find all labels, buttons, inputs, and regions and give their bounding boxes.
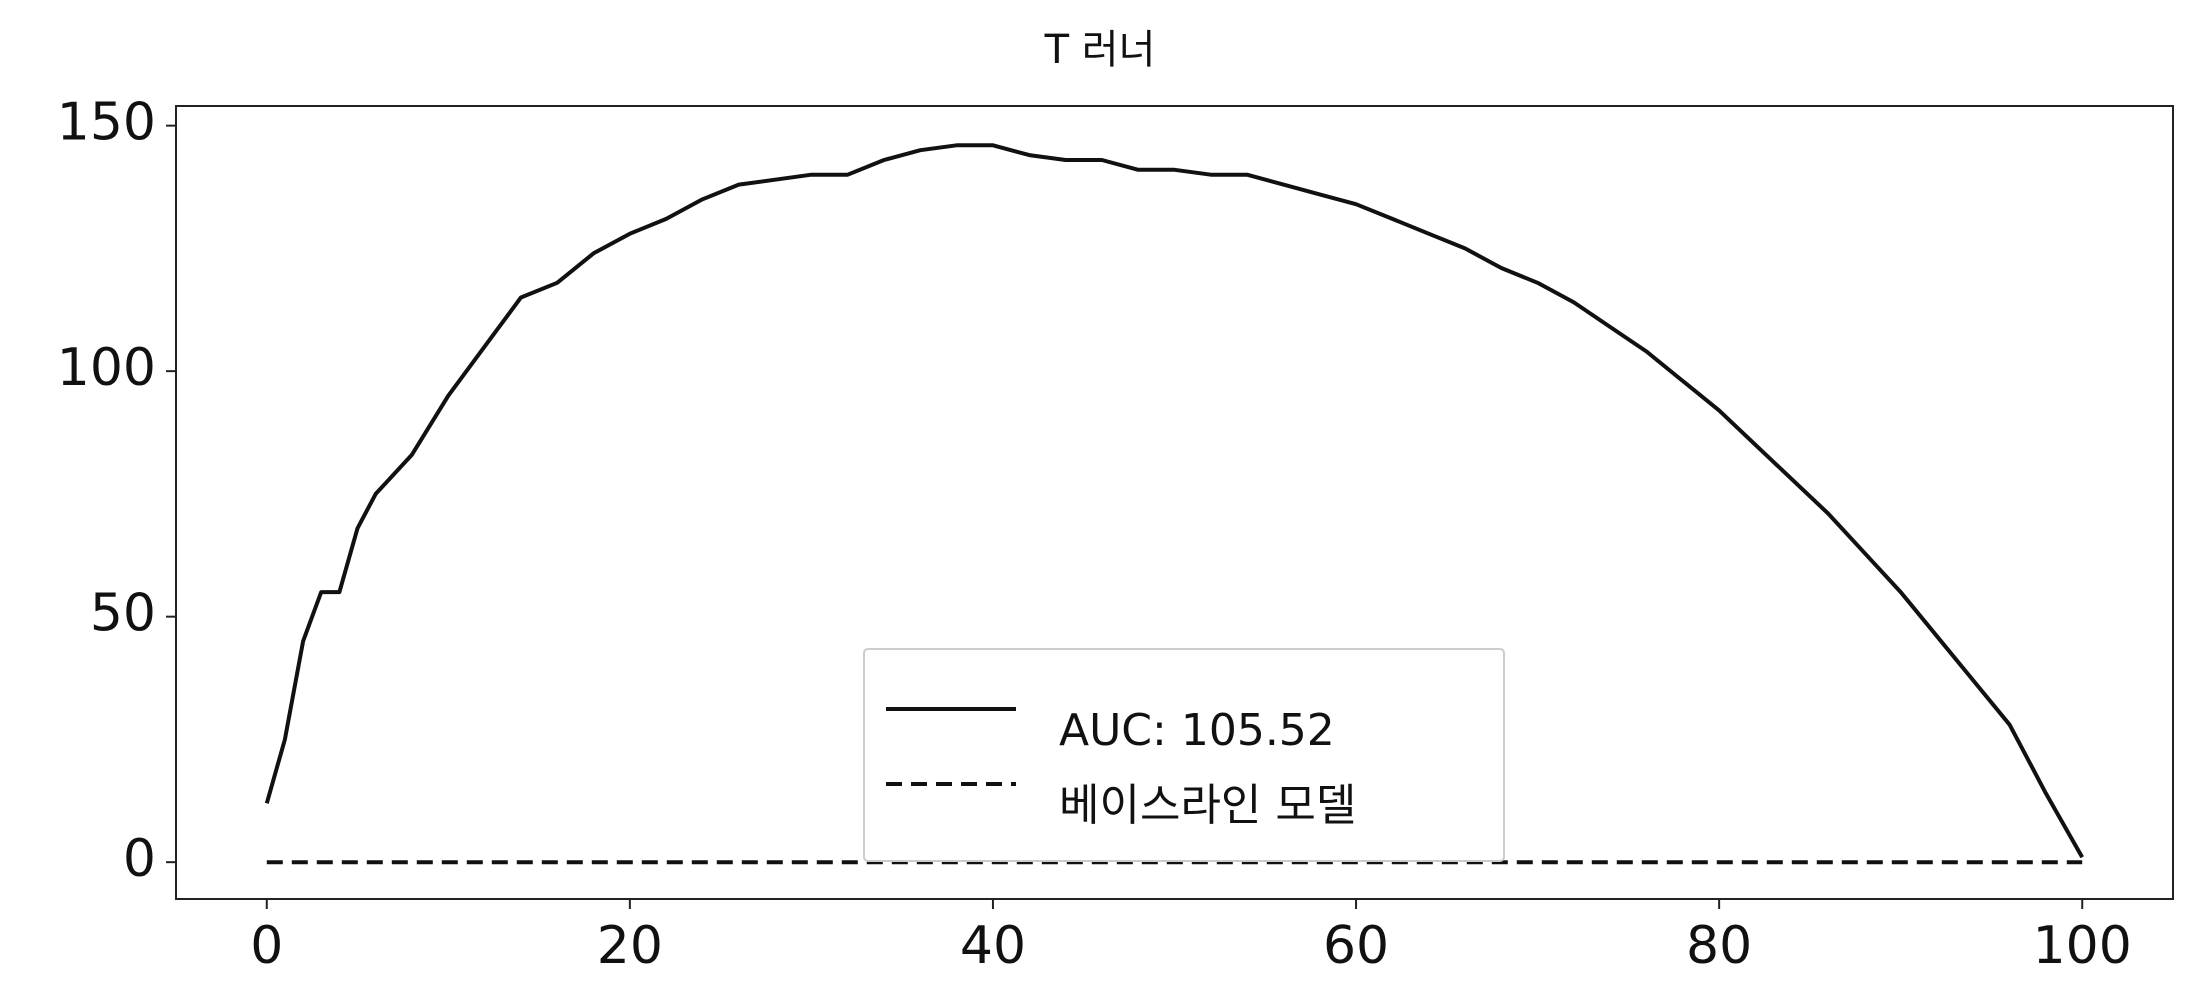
x-tick-label: 80 xyxy=(1686,916,1752,976)
x-tick-label: 60 xyxy=(1323,916,1389,976)
chart-title: T 러너 xyxy=(1044,27,1156,73)
legend-box xyxy=(863,648,1505,862)
y-tick-label: 50 xyxy=(90,584,156,644)
legend-label: AUC: 105.52 xyxy=(1059,705,1335,756)
y-tick-label: 150 xyxy=(57,93,156,153)
x-tick-label: 20 xyxy=(597,916,663,976)
y-tick-label: 100 xyxy=(57,338,156,398)
x-tick-label: 0 xyxy=(250,916,283,976)
plot-frame xyxy=(175,105,2174,900)
legend-label: 베이스라인 모델 xyxy=(1059,780,1356,831)
x-tick-label: 40 xyxy=(960,916,1026,976)
data-line xyxy=(264,143,2084,859)
x-tick-label: 100 xyxy=(2033,916,2132,976)
y-tick-label: 0 xyxy=(123,829,156,889)
